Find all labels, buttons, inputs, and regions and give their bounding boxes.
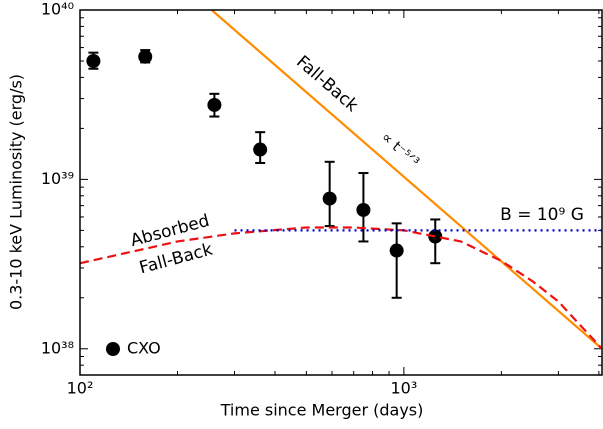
point — [428, 229, 443, 244]
y-axis-label: 0.3-10 keV Luminosity (erg/s) — [7, 74, 26, 310]
y-tick-label: 10³⁸ — [41, 338, 74, 357]
annotation: B = 10⁹ G — [500, 205, 584, 225]
point — [207, 97, 222, 112]
annotation: Fall-Back — [292, 52, 362, 116]
x-tick-label: 10² — [67, 379, 94, 398]
x-axis-label: Time since Merger (days) — [220, 401, 424, 420]
point — [356, 202, 371, 217]
y-tick-label: 10³⁹ — [41, 169, 74, 188]
line — [80, 226, 602, 350]
legend-marker — [106, 342, 120, 356]
point — [389, 243, 404, 258]
legend-label: CXO — [127, 339, 161, 358]
point — [253, 142, 268, 157]
point — [138, 49, 153, 64]
plot-frame — [79, 9, 603, 376]
x-tick-label: 10³ — [390, 379, 417, 398]
plot-area — [80, 10, 602, 350]
y-tick-label: 10⁴⁰ — [41, 0, 74, 19]
point — [322, 191, 337, 206]
line — [210, 10, 602, 350]
annotation: ∝ t⁻⁵ᐟ³ — [378, 129, 422, 170]
point — [86, 53, 101, 68]
